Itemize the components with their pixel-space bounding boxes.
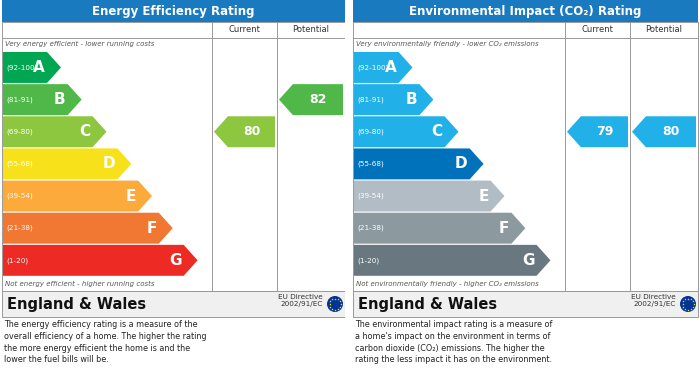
Polygon shape — [279, 84, 343, 115]
Text: F: F — [146, 221, 157, 236]
Text: B: B — [406, 92, 417, 107]
Text: Current: Current — [229, 25, 260, 34]
Polygon shape — [567, 116, 628, 147]
Text: The environmental impact rating is a measure of
a home's impact on the environme: The environmental impact rating is a mea… — [355, 320, 552, 364]
Text: (55-68): (55-68) — [357, 161, 384, 167]
Text: 79: 79 — [596, 125, 613, 138]
Text: D: D — [455, 156, 468, 171]
Text: (81-91): (81-91) — [357, 96, 384, 103]
Text: England & Wales: England & Wales — [358, 296, 497, 312]
Polygon shape — [3, 84, 82, 115]
Text: 80: 80 — [662, 125, 680, 138]
Circle shape — [680, 296, 696, 312]
Polygon shape — [3, 116, 106, 147]
Text: England & Wales: England & Wales — [7, 296, 146, 312]
Text: D: D — [103, 156, 116, 171]
Polygon shape — [354, 52, 412, 83]
Polygon shape — [354, 149, 484, 179]
Text: 82: 82 — [309, 93, 327, 106]
Polygon shape — [354, 116, 458, 147]
Text: (39-54): (39-54) — [357, 193, 384, 199]
Polygon shape — [354, 245, 550, 276]
Bar — [353, 22, 698, 291]
Text: Not environmentally friendly - higher CO₂ emissions: Not environmentally friendly - higher CO… — [356, 281, 539, 287]
Text: E: E — [478, 188, 489, 204]
Bar — [2, 22, 345, 291]
Text: F: F — [499, 221, 510, 236]
Text: Potential: Potential — [645, 25, 682, 34]
Polygon shape — [3, 213, 173, 244]
Text: The energy efficiency rating is a measure of the
overall efficiency of a home. T: The energy efficiency rating is a measur… — [4, 320, 206, 364]
Bar — [353, 0, 698, 22]
Bar — [345, 0, 353, 391]
Text: (1-20): (1-20) — [6, 257, 28, 264]
Text: G: G — [522, 253, 535, 268]
Bar — [2, 291, 345, 317]
Text: Very environmentally friendly - lower CO₂ emissions: Very environmentally friendly - lower CO… — [356, 41, 538, 47]
Polygon shape — [354, 181, 505, 212]
Text: C: C — [431, 124, 442, 139]
Text: Not energy efficient - higher running costs: Not energy efficient - higher running co… — [5, 281, 155, 287]
Polygon shape — [3, 149, 132, 179]
Text: (55-68): (55-68) — [6, 161, 33, 167]
Polygon shape — [632, 116, 696, 147]
Text: G: G — [169, 253, 182, 268]
Polygon shape — [354, 213, 526, 244]
Text: Energy Efficiency Rating: Energy Efficiency Rating — [92, 5, 255, 18]
Text: (1-20): (1-20) — [357, 257, 379, 264]
Bar — [2, 0, 345, 22]
Polygon shape — [3, 245, 197, 276]
Text: (81-91): (81-91) — [6, 96, 33, 103]
Text: A: A — [385, 60, 397, 75]
Polygon shape — [3, 52, 61, 83]
Text: 80: 80 — [243, 125, 260, 138]
Text: Potential: Potential — [293, 25, 330, 34]
Text: Very energy efficient - lower running costs: Very energy efficient - lower running co… — [5, 41, 155, 47]
Polygon shape — [3, 181, 152, 212]
Polygon shape — [354, 84, 433, 115]
Text: B: B — [54, 92, 66, 107]
Bar — [353, 291, 698, 317]
Text: Environmental Impact (CO₂) Rating: Environmental Impact (CO₂) Rating — [410, 5, 642, 18]
Text: (39-54): (39-54) — [6, 193, 33, 199]
Text: (21-38): (21-38) — [6, 225, 33, 231]
Polygon shape — [214, 116, 275, 147]
Text: (69-80): (69-80) — [357, 129, 384, 135]
Text: (69-80): (69-80) — [6, 129, 33, 135]
Text: A: A — [34, 60, 45, 75]
Text: C: C — [80, 124, 90, 139]
Text: E: E — [126, 188, 136, 204]
Circle shape — [327, 296, 343, 312]
Text: EU Directive
2002/91/EC: EU Directive 2002/91/EC — [631, 294, 676, 307]
Text: Current: Current — [582, 25, 613, 34]
Text: (21-38): (21-38) — [357, 225, 384, 231]
Text: (92-100): (92-100) — [6, 64, 37, 71]
Text: (92-100): (92-100) — [357, 64, 388, 71]
Text: EU Directive
2002/91/EC: EU Directive 2002/91/EC — [279, 294, 323, 307]
